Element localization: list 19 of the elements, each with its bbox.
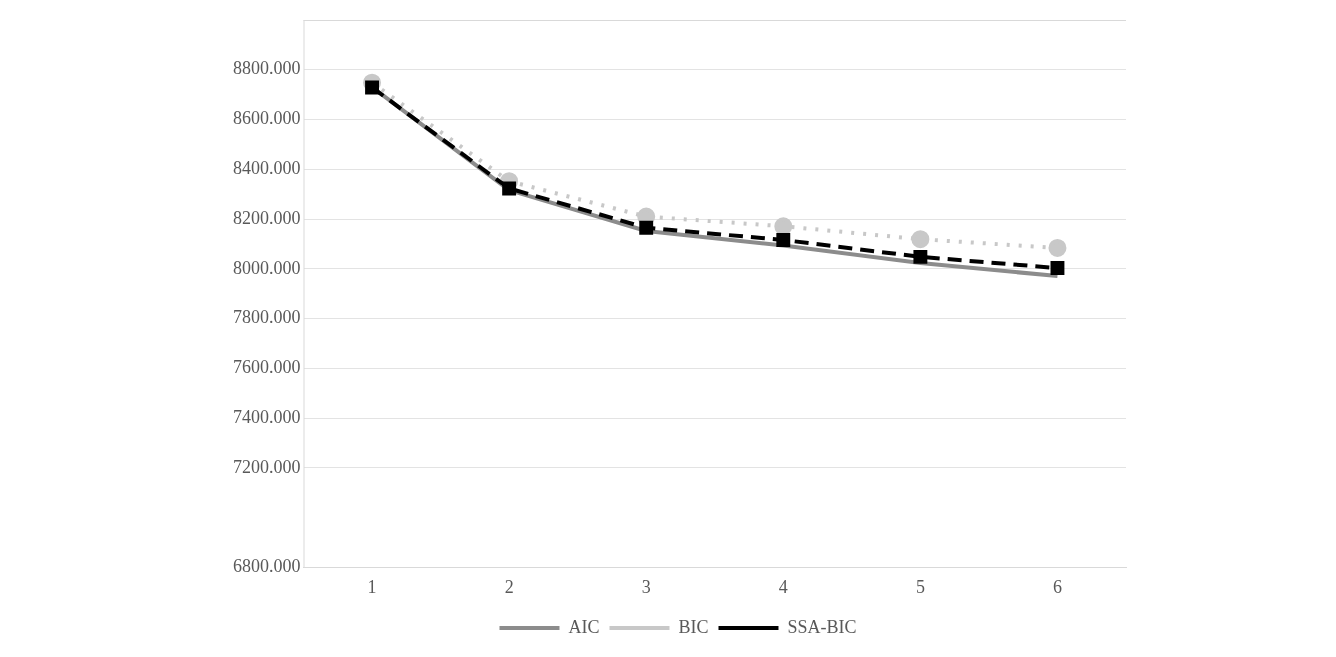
y-tick-label: 8000.000 bbox=[233, 257, 301, 278]
legend-label: AIC bbox=[568, 616, 600, 637]
y-tick-label: 7400.000 bbox=[233, 406, 301, 427]
y-tick-label: 7800.000 bbox=[233, 307, 301, 328]
legend-label: SSA-BIC bbox=[787, 616, 857, 637]
x-tick-label: 3 bbox=[641, 576, 651, 597]
y-tick-label: 7200.000 bbox=[233, 456, 301, 477]
y-tick-label: 8400.000 bbox=[233, 158, 301, 179]
y-tick-label: 8200.000 bbox=[233, 207, 301, 228]
legend-label: BIC bbox=[678, 616, 709, 637]
y-tick-label: 8800.000 bbox=[233, 58, 301, 79]
y-tick-label: 8600.000 bbox=[233, 108, 301, 129]
x-tick-label: 5 bbox=[915, 576, 925, 597]
x-tick-label: 2 bbox=[504, 576, 514, 597]
x-tick-label: 1 bbox=[367, 576, 377, 597]
x-tick-label: 4 bbox=[778, 576, 788, 597]
y-tick-label: 6800.000 bbox=[233, 556, 301, 577]
x-tick-label: 6 bbox=[1052, 576, 1062, 597]
y-tick-label: 7600.000 bbox=[233, 357, 301, 378]
